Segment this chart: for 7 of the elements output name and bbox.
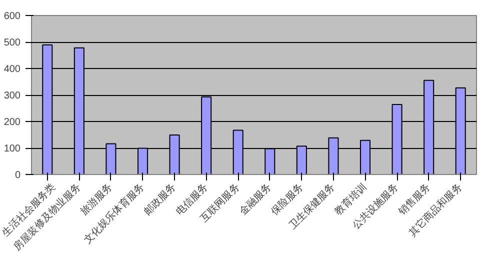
y-tick-label: 300 [4, 90, 21, 102]
y-tick-label: 600 [4, 11, 21, 22]
y-tick-label: 200 [4, 117, 21, 128]
y-tick-label: 0 [14, 170, 21, 181]
y-tick-label: 100 [4, 144, 21, 154]
y-tick-label: 400 [4, 64, 21, 75]
y-tick-label: 500 [4, 38, 21, 48]
